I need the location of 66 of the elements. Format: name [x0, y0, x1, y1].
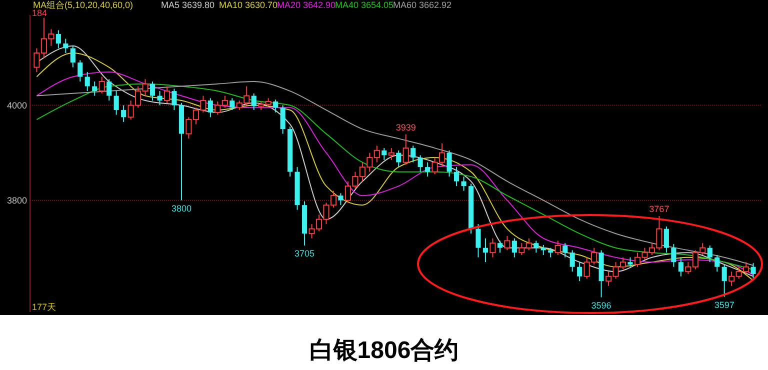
candlestick [577, 262, 582, 282]
text: MA60 3662.92 [393, 0, 452, 10]
candlestick [164, 86, 170, 104]
candlestick [707, 244, 712, 263]
text: MA10 3630.70 [219, 0, 278, 10]
annotation: 177天 [32, 302, 56, 312]
candlestick [410, 145, 416, 163]
candlestick [490, 238, 496, 258]
candlestick [534, 240, 539, 254]
candlestick [482, 238, 488, 263]
candlestick [70, 45, 76, 68]
text: 白银1806合约 [309, 337, 459, 364]
candlestick [628, 256, 633, 268]
legend-title: MA组合(5,10,20,40,60,0) [33, 0, 134, 10]
candlestick [150, 81, 156, 102]
annotation: 3767 [649, 204, 670, 214]
candlestick [63, 38, 68, 54]
candlestick [273, 99, 278, 113]
annotation: 3596 [591, 300, 612, 310]
candlestick [562, 242, 568, 258]
candlestick [678, 256, 684, 277]
candlestick [476, 224, 481, 258]
candlestick [230, 98, 235, 111]
candlestick [570, 250, 575, 272]
text: MA5 3639.80 [161, 0, 215, 10]
annotation: 3597 [714, 300, 734, 310]
candlestick [418, 154, 423, 172]
candlestick [714, 254, 720, 272]
candlestick [78, 60, 83, 82]
candlestick [664, 226, 669, 254]
candlestick [98, 76, 105, 94]
candlestick [84, 72, 90, 92]
candlestick [554, 240, 561, 256]
candlestick [172, 88, 177, 111]
candlestick [121, 104, 126, 122]
candlestick [454, 166, 460, 187]
annotation: 184 [32, 8, 48, 18]
annotation: 3705 [294, 248, 315, 258]
candlestick [157, 90, 162, 106]
candlestick [750, 262, 756, 280]
candlestick [208, 98, 213, 118]
candlestick [56, 30, 61, 49]
candlestick [388, 148, 394, 160]
candlestick [402, 134, 409, 166]
y-tick-label: 4000 [6, 100, 27, 110]
candlestick [382, 148, 387, 160]
candlestick [512, 238, 517, 258]
candlestick [280, 104, 286, 134]
candlestick [92, 81, 98, 96]
candlestick [497, 240, 502, 254]
candlestick [548, 247, 554, 258]
annotation: 3939 [396, 122, 416, 132]
candlestick [106, 78, 112, 102]
candlestick [671, 244, 676, 268]
candlestick [425, 162, 430, 178]
candlestick [114, 90, 119, 116]
candlestick [504, 235, 510, 251]
candlestick [461, 176, 466, 192]
candlestick [338, 192, 344, 206]
candlestick [446, 150, 452, 178]
annotation: 3800 [171, 203, 192, 214]
text: MA20 3642.90 [277, 0, 336, 10]
candlestick [251, 92, 256, 111]
text: MA40 3654.05 [335, 0, 394, 10]
candlestick [396, 150, 402, 168]
candlestick [722, 264, 727, 298]
